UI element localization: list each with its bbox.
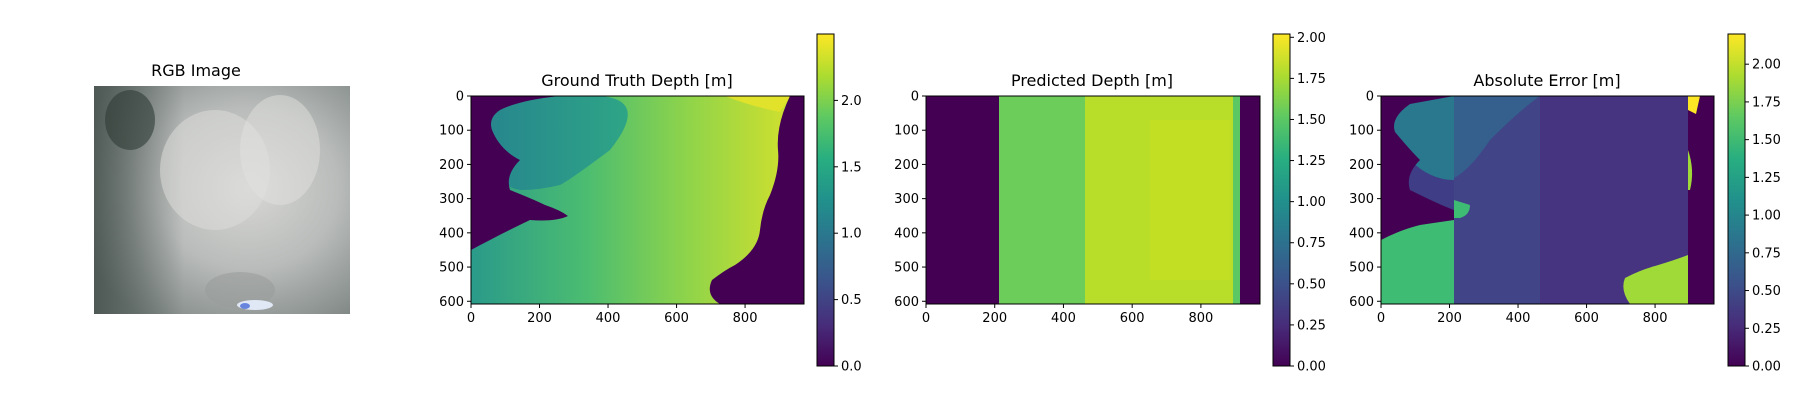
pred-colorbar-tick-label: 1.00 xyxy=(1297,195,1326,210)
err-panel: Absolute Error [m] 0 200 400 600 800 0 100 200… xyxy=(1349,33,1781,375)
gt-colorbar-tick-label: 0.0 xyxy=(841,360,862,375)
err-colorbar-tick-label: 0.25 xyxy=(1752,322,1781,337)
err-y-tick-label: 200 xyxy=(1349,158,1374,173)
pred-colorbar: 0.00 0.25 0.50 0.75 1.00 1.25 1.50 1.75 2.00 xyxy=(1272,31,1326,375)
err-y-ticks: 0 100 200 300 400 500 600 xyxy=(1349,90,1381,310)
pred-colorbar-tick-label: 1.50 xyxy=(1297,113,1326,128)
err-x-tick-label: 600 xyxy=(1574,311,1599,326)
err-colorbar-tick-label: 1.25 xyxy=(1752,171,1781,186)
gt-colorbar-tick-label: 1.5 xyxy=(841,160,862,175)
pred-x-tick-label: 400 xyxy=(1051,311,1076,326)
err-heatmap xyxy=(1381,96,1714,304)
pred-panel: Predicted Depth [m] 0 200 400 600 800 0 100 20… xyxy=(894,31,1326,375)
err-colorbar-ticks: 0.00 0.25 0.50 0.75 1.00 1.25 1.50 1.75 2.00 xyxy=(1745,58,1781,375)
pred-y-tick-label: 0 xyxy=(911,90,919,105)
gt-y-tick-label: 300 xyxy=(439,192,464,207)
gt-heatmap xyxy=(471,96,804,304)
pred-colorbar-tick-label: 0.50 xyxy=(1297,277,1326,292)
pred-colorbar-tick-label: 1.75 xyxy=(1297,72,1326,87)
err-colorbar: 0.00 0.25 0.50 0.75 1.00 1.25 1.50 1.75 2.00 xyxy=(1727,33,1781,375)
gt-y-tick-label: 400 xyxy=(439,226,464,241)
err-colorbar-tick-label: 0.75 xyxy=(1752,246,1781,261)
gt-x-ticks: 0 200 400 600 800 xyxy=(467,304,758,326)
err-colorbar-tick-label: 2.00 xyxy=(1752,58,1781,73)
pred-y-ticks: 0 100 200 300 400 500 600 xyxy=(894,90,926,310)
gt-colorbar-tick-label: 0.5 xyxy=(841,293,862,308)
pred-heatmap xyxy=(926,96,1260,304)
gt-x-tick-label: 400 xyxy=(596,311,621,326)
err-title: Absolute Error [m] xyxy=(1473,71,1620,90)
gt-x-tick-label: 800 xyxy=(733,311,758,326)
gt-y-tick-label: 200 xyxy=(439,158,464,173)
gt-colorbar-tick-label: 1.0 xyxy=(841,227,862,242)
err-y-tick-label: 500 xyxy=(1349,261,1374,276)
err-y-tick-label: 100 xyxy=(1349,124,1374,139)
pred-x-tick-label: 800 xyxy=(1188,311,1213,326)
gt-panel: Ground Truth Depth [m] 0 200 400 600 800 0 10… xyxy=(439,33,862,375)
err-colorbar-tick-label: 1.00 xyxy=(1752,209,1781,224)
rgb-image xyxy=(94,86,350,314)
rgb-title: RGB Image xyxy=(151,61,241,80)
err-axes-frame xyxy=(1380,95,1715,305)
gt-title: Ground Truth Depth [m] xyxy=(541,71,732,90)
pred-colorbar-tick-label: 0.75 xyxy=(1297,236,1326,251)
gt-y-tick-label: 0 xyxy=(456,90,464,105)
gt-y-tick-label: 500 xyxy=(439,261,464,276)
err-x-ticks: 0 200 400 600 800 xyxy=(1377,304,1668,326)
err-colorbar-tick-label: 0.50 xyxy=(1752,284,1781,299)
pred-y-tick-label: 500 xyxy=(894,261,919,276)
pred-y-tick-label: 600 xyxy=(894,295,919,310)
err-y-tick-label: 300 xyxy=(1349,192,1374,207)
err-colorbar-tick-label: 0.00 xyxy=(1752,360,1781,375)
pred-colorbar-ticks: 0.00 0.25 0.50 0.75 1.00 1.25 1.50 1.75 2.00 xyxy=(1290,31,1326,375)
err-y-tick-label: 400 xyxy=(1349,226,1374,241)
err-y-tick-label: 600 xyxy=(1349,295,1374,310)
pred-x-tick-label: 600 xyxy=(1120,311,1145,326)
pred-colorbar-tick-label: 0.25 xyxy=(1297,318,1326,333)
pred-x-tick-label: 0 xyxy=(922,311,930,326)
pred-x-ticks: 0 200 400 600 800 xyxy=(922,304,1213,326)
pred-y-tick-label: 300 xyxy=(894,192,919,207)
pred-y-tick-label: 200 xyxy=(894,158,919,173)
pred-y-tick-label: 400 xyxy=(894,226,919,241)
err-x-tick-label: 400 xyxy=(1506,311,1531,326)
err-colorbar-tick-label: 1.50 xyxy=(1752,133,1781,148)
pred-y-tick-label: 100 xyxy=(894,124,919,139)
gt-x-tick-label: 0 xyxy=(467,311,475,326)
gt-x-tick-label: 600 xyxy=(664,311,689,326)
gt-y-tick-label: 100 xyxy=(439,124,464,139)
gt-colorbar-tick-label: 2.0 xyxy=(841,94,862,109)
pred-colorbar-tick-label: 2.00 xyxy=(1297,31,1326,46)
gt-axes-frame xyxy=(470,95,805,305)
rgb-panel: RGB Image xyxy=(94,61,350,314)
gt-y-ticks: 0 100 200 300 400 500 600 xyxy=(439,90,471,310)
err-x-tick-label: 200 xyxy=(1437,311,1462,326)
pred-axes-frame xyxy=(925,95,1261,305)
gt-colorbar-ticks: 0.0 0.5 1.0 1.5 2.0 xyxy=(834,94,862,375)
err-y-tick-label: 0 xyxy=(1366,90,1374,105)
pred-colorbar-tick-label: 0.00 xyxy=(1297,360,1326,375)
gt-colorbar: 0.0 0.5 1.0 1.5 2.0 xyxy=(816,33,862,375)
err-x-tick-label: 0 xyxy=(1377,311,1385,326)
gt-y-tick-label: 600 xyxy=(439,295,464,310)
err-x-tick-label: 800 xyxy=(1643,311,1668,326)
pred-x-tick-label: 200 xyxy=(982,311,1007,326)
pred-colorbar-tick-label: 1.25 xyxy=(1297,154,1326,169)
pred-title: Predicted Depth [m] xyxy=(1011,71,1173,90)
err-colorbar-tick-label: 1.75 xyxy=(1752,95,1781,110)
gt-x-tick-label: 200 xyxy=(527,311,552,326)
